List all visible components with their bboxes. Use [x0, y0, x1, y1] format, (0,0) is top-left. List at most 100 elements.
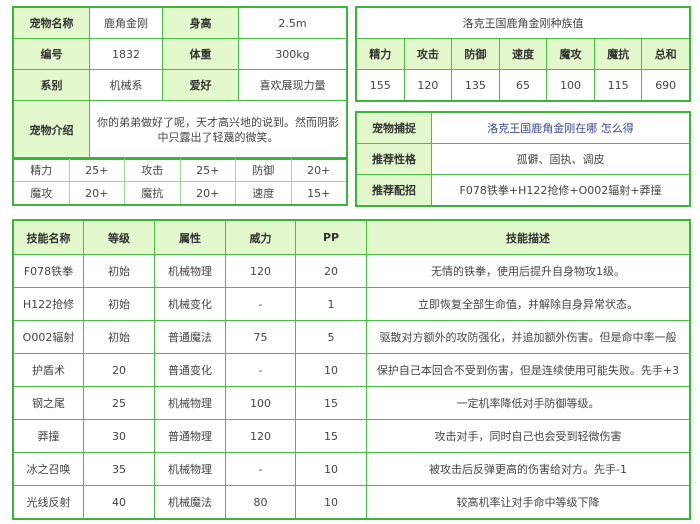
height-label: 身高	[162, 7, 239, 39]
skill-power: 120	[225, 254, 296, 288]
height-value: 2.5m	[238, 7, 347, 39]
skill-level: 40	[83, 485, 155, 519]
skill-power: 120	[225, 419, 296, 453]
skill-pp: 1	[295, 287, 367, 321]
race-value: 690	[641, 69, 690, 101]
skill-name: 莽撞	[13, 419, 84, 453]
growth-value: 25+	[68, 158, 125, 182]
weight-label: 体重	[162, 38, 239, 70]
skill-name: 光线反射	[13, 485, 84, 519]
race-header: 防御	[451, 38, 500, 70]
skill-name: 冰之召唤	[13, 452, 84, 486]
table-row: 莽撞 30 普通物理 120 15 攻击对手，同时自己也会受到轻微伤害	[13, 419, 690, 453]
type-value: 机械系	[89, 69, 163, 101]
growth-label: 精力	[13, 158, 70, 182]
table-row: 光线反射 40 机械魔法 80 10 较高机率让对手命中等级下降	[13, 485, 690, 519]
recommend-table: 宠物捕捉 洛克王国鹿角金刚在哪 怎么得 推荐性格 孤僻、固执、调皮 推荐配招 F078…	[355, 111, 691, 207]
growth-value: 25+	[179, 158, 236, 182]
skill-pp: 10	[295, 452, 367, 486]
growth-label: 攻击	[124, 158, 181, 182]
skill-name: 钢之尾	[13, 386, 84, 420]
pet-info-table: 宠物名称 鹿角金刚 身高 2.5m 编号 1832 体重 300kg 系别 机械系 爱好 喜欢展现…	[12, 6, 348, 160]
skill-pp: 10	[295, 353, 367, 387]
skill-name: H122抢修	[13, 287, 84, 321]
skills-header: 威力	[225, 220, 296, 255]
weight-value: 300kg	[238, 38, 347, 70]
race-title: 洛克王国鹿角金刚种族值	[356, 7, 690, 39]
id-value: 1832	[89, 38, 163, 70]
skill-name: O002辐射	[13, 320, 84, 354]
hobby-label: 爱好	[162, 69, 239, 101]
growth-label: 魔攻	[13, 181, 70, 205]
race-value: 115	[593, 69, 643, 101]
table-row: F078铁拳 初始 机械物理 120 20 无情的铁拳，使用后提升自身物攻1级。	[13, 254, 690, 288]
skill-level: 20	[83, 353, 155, 387]
race-header: 魔抗	[593, 38, 643, 70]
skill-attribute: 机械物理	[154, 452, 226, 486]
skills-header: 技能名称	[13, 220, 84, 255]
growth-label: 防御	[235, 158, 292, 182]
skill-level: 35	[83, 452, 155, 486]
growth-value: 20+	[179, 181, 236, 205]
skill-pp: 20	[295, 254, 367, 288]
nature-value: 孤僻、固执、调皮	[431, 143, 690, 175]
capture-link[interactable]: 洛克王国鹿角金刚在哪 怎么得	[431, 112, 690, 144]
skill-pp: 10	[295, 485, 367, 519]
skills-header: 属性	[154, 220, 226, 255]
skills-header: 等级	[83, 220, 155, 255]
skill-attribute: 普通物理	[154, 419, 226, 453]
skill-level: 初始	[83, 287, 155, 321]
skill-description: 立即恢复全部生命值，并解除自身异常状态。	[366, 287, 690, 321]
skill-power: 100	[225, 386, 296, 420]
skill-pp: 15	[295, 386, 367, 420]
skill-power: 75	[225, 320, 296, 354]
skill-attribute: 机械魔法	[154, 485, 226, 519]
race-header: 攻击	[403, 38, 453, 70]
race-value: 65	[498, 69, 548, 101]
growth-label: 魔抗	[124, 181, 181, 205]
capture-label: 宠物捕捉	[356, 112, 432, 144]
skill-attribute: 普通魔法	[154, 320, 226, 354]
skill-power: 80	[225, 485, 296, 519]
intro-label: 宠物介绍	[13, 100, 90, 159]
skill-pp: 15	[295, 419, 367, 453]
growth-label: 速度	[235, 181, 292, 205]
moves-label: 推荐配招	[356, 174, 432, 206]
table-row: 护盾术 20 普通变化 -10 保护自己本回合不受到伤害，但是连续使用可能失败。先手+3	[13, 353, 690, 387]
skill-power: -	[225, 287, 296, 321]
race-header: 速度	[498, 38, 548, 70]
skill-power: -	[225, 452, 296, 486]
skill-level: 初始	[83, 320, 155, 354]
race-header: 精力	[356, 38, 405, 70]
skill-name: F078铁拳	[13, 254, 84, 288]
skill-level: 30	[83, 419, 155, 453]
growth-value: 20+	[68, 181, 125, 205]
skills-table: 技能名称 等级 属性 威力 PP 技能描述 F078铁拳 初始 机械物理 120 20 无情的铁拳，使…	[12, 219, 691, 520]
skills-header: 技能描述	[366, 220, 690, 255]
skill-level: 初始	[83, 254, 155, 288]
skill-description: 无情的铁拳，使用后提升自身物攻1级。	[366, 254, 690, 288]
race-header: 总和	[641, 38, 690, 70]
skill-attribute: 普通变化	[154, 353, 226, 387]
table-row: H122抢修 初始 机械变化 -1 立即恢复全部生命值，并解除自身异常状态。	[13, 287, 690, 321]
skills-header: PP	[295, 220, 367, 255]
skill-description: 被攻击后反弹更高的伤害给对方。先手-1	[366, 452, 690, 486]
skill-level: 25	[83, 386, 155, 420]
race-value: 100	[546, 69, 595, 101]
skill-description: 攻击对手，同时自己也会受到轻微伤害	[366, 419, 690, 453]
skill-attribute: 机械变化	[154, 287, 226, 321]
race-header: 魔攻	[546, 38, 595, 70]
skill-pp: 5	[295, 320, 367, 354]
skill-description: 驱散对方额外的攻防强化，并追加额外伤害。但是命中率一般	[366, 320, 690, 354]
race-value: 155	[356, 69, 405, 101]
moves-value: F078铁拳+H122抢修+O002辐射+莽撞	[431, 174, 690, 206]
skill-description: 保护自己本回合不受到伤害，但是连续使用可能失败。先手+3	[366, 353, 690, 387]
race-value: 120	[403, 69, 453, 101]
skill-attribute: 机械物理	[154, 254, 226, 288]
skill-power: -	[225, 353, 296, 387]
skill-attribute: 机械物理	[154, 386, 226, 420]
growth-value: 15+	[290, 181, 347, 205]
growth-table: 精力 25+ 攻击 25+ 防御 20+ 魔攻 20+ 魔抗 20+ 速度 15+	[12, 157, 348, 206]
type-label: 系别	[13, 69, 90, 101]
race-value: 135	[451, 69, 500, 101]
